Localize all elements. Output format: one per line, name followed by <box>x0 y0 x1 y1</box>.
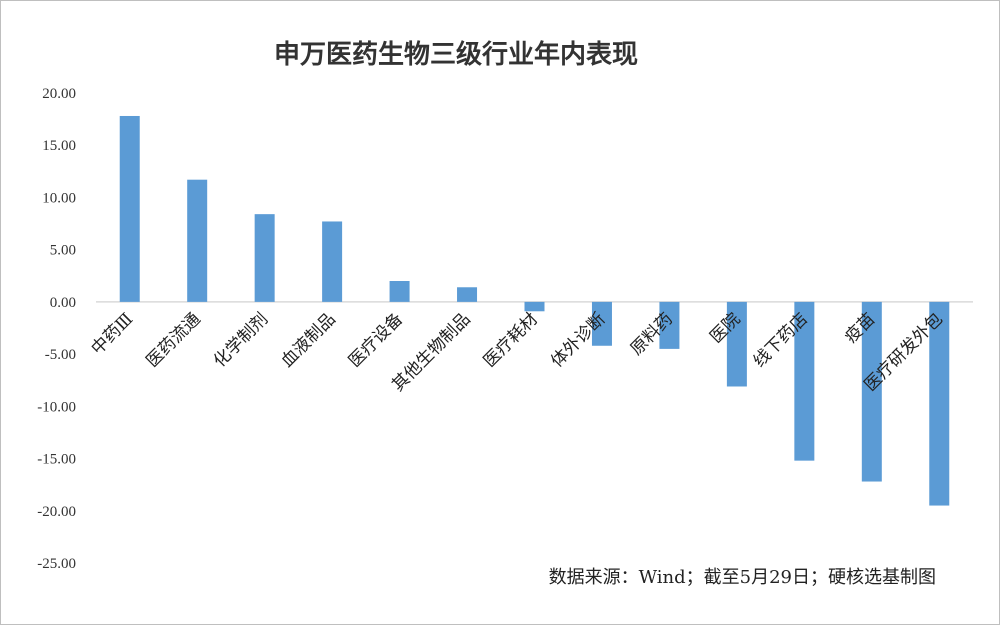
category-label: 医疗耗材 <box>480 309 542 371</box>
category-label: 化学制剂 <box>210 309 272 371</box>
y-tick-label: 10.00 <box>42 190 76 206</box>
source-note: 数据来源：Wind；截至5月29日；硬核选基制图 <box>549 567 936 588</box>
y-tick-label: -15.00 <box>37 452 76 468</box>
category-label: 医疗设备 <box>345 309 407 371</box>
bar <box>861 301 882 482</box>
bar <box>659 301 680 349</box>
y-tick-label: 15.00 <box>42 138 76 154</box>
y-tick-label: -25.00 <box>37 556 76 572</box>
bar <box>726 301 747 387</box>
category-label: 医药流通 <box>143 309 205 371</box>
bar <box>524 301 545 312</box>
bar <box>457 287 478 302</box>
bar <box>389 281 410 302</box>
y-tick-label: 20.00 <box>42 86 76 102</box>
bar <box>794 301 815 461</box>
bars-group <box>119 115 950 506</box>
y-tick-label: -5.00 <box>45 347 76 363</box>
bar <box>119 115 140 302</box>
bar <box>322 221 343 302</box>
y-tick-label: 0.00 <box>50 295 76 311</box>
y-axis-ticks: 20.00 15.00 10.00 5.00 0.00 -5.00 -10.00 -15.00… <box>37 86 76 572</box>
category-label: 中药Ⅲ <box>87 309 137 359</box>
bar <box>929 301 950 506</box>
bar <box>187 179 208 302</box>
bar <box>254 214 275 302</box>
chart-title: 申万医药生物三级行业年内表现 <box>274 39 638 70</box>
bar <box>591 301 612 346</box>
y-tick-label: 5.00 <box>50 243 76 259</box>
y-tick-label: -20.00 <box>37 504 76 520</box>
category-label: 血液制品 <box>277 309 339 371</box>
y-tick-label: -10.00 <box>37 399 76 415</box>
